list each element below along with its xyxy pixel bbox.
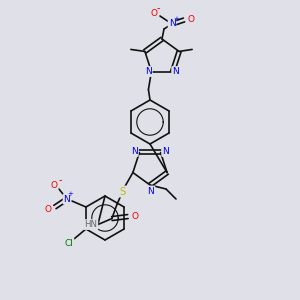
Text: S: S xyxy=(120,187,126,196)
Text: O: O xyxy=(44,205,51,214)
Text: -: - xyxy=(156,3,160,13)
Text: N: N xyxy=(148,187,154,196)
Text: N: N xyxy=(169,20,176,28)
Text: N: N xyxy=(145,67,152,76)
Text: N: N xyxy=(64,194,70,203)
Text: N: N xyxy=(172,67,179,76)
Text: N: N xyxy=(131,147,138,156)
Text: N: N xyxy=(162,147,169,156)
Text: O: O xyxy=(50,182,57,190)
Text: Cl: Cl xyxy=(64,238,74,247)
Text: -: - xyxy=(58,175,62,185)
Text: +: + xyxy=(173,16,179,22)
Text: HN: HN xyxy=(84,220,98,229)
Text: O: O xyxy=(188,14,194,23)
Text: O: O xyxy=(131,212,138,221)
Text: O: O xyxy=(151,10,158,19)
Text: +: + xyxy=(67,191,73,197)
